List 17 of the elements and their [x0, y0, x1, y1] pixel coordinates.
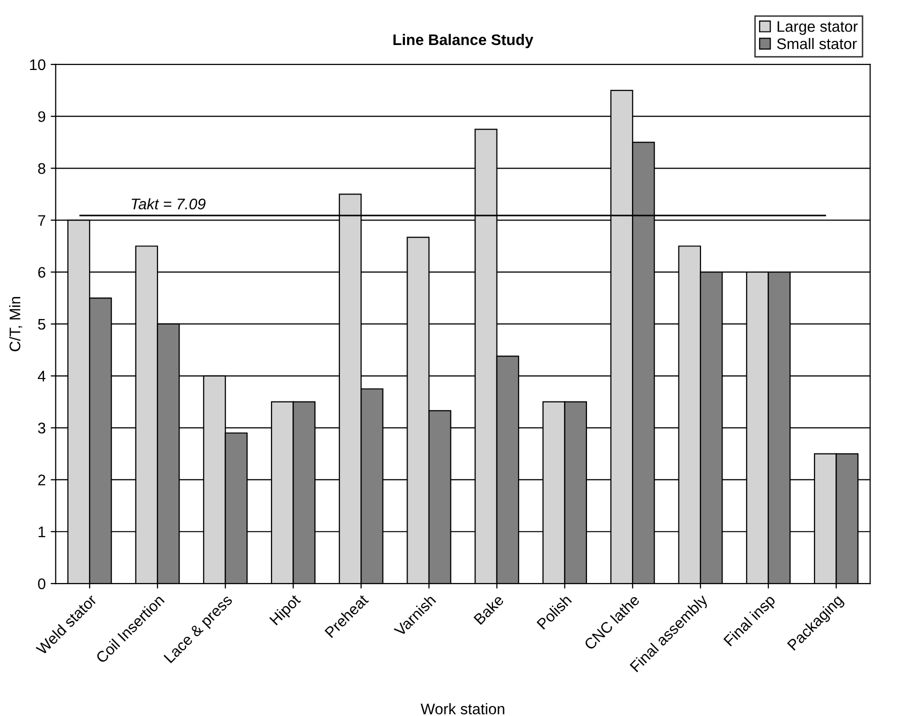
y-tick-label: 2 [38, 474, 46, 486]
y-tick-label: 1 [38, 526, 46, 538]
chart-title: Line Balance Study [393, 34, 534, 48]
x-axis-title: Work station [420, 703, 504, 714]
y-tick-label: 5 [38, 319, 46, 330]
y-tick-label: 3 [38, 422, 46, 434]
legend-label: Large stator [778, 21, 858, 35]
y-axis-title: C/T, Min [9, 296, 22, 352]
y-tick-label: 9 [38, 111, 46, 122]
y-tick-label: 4 [38, 370, 46, 382]
y-tick-label: 0 [38, 578, 46, 590]
y-tick-label: 10 [30, 59, 46, 70]
y-tick-label: 7 [38, 215, 46, 226]
ref-line-label: Takt = 7.09 [132, 198, 206, 210]
legend-label: Small stator [777, 38, 857, 50]
y-tick-label: 6 [38, 266, 46, 278]
y-tick-label: 8 [38, 163, 46, 174]
